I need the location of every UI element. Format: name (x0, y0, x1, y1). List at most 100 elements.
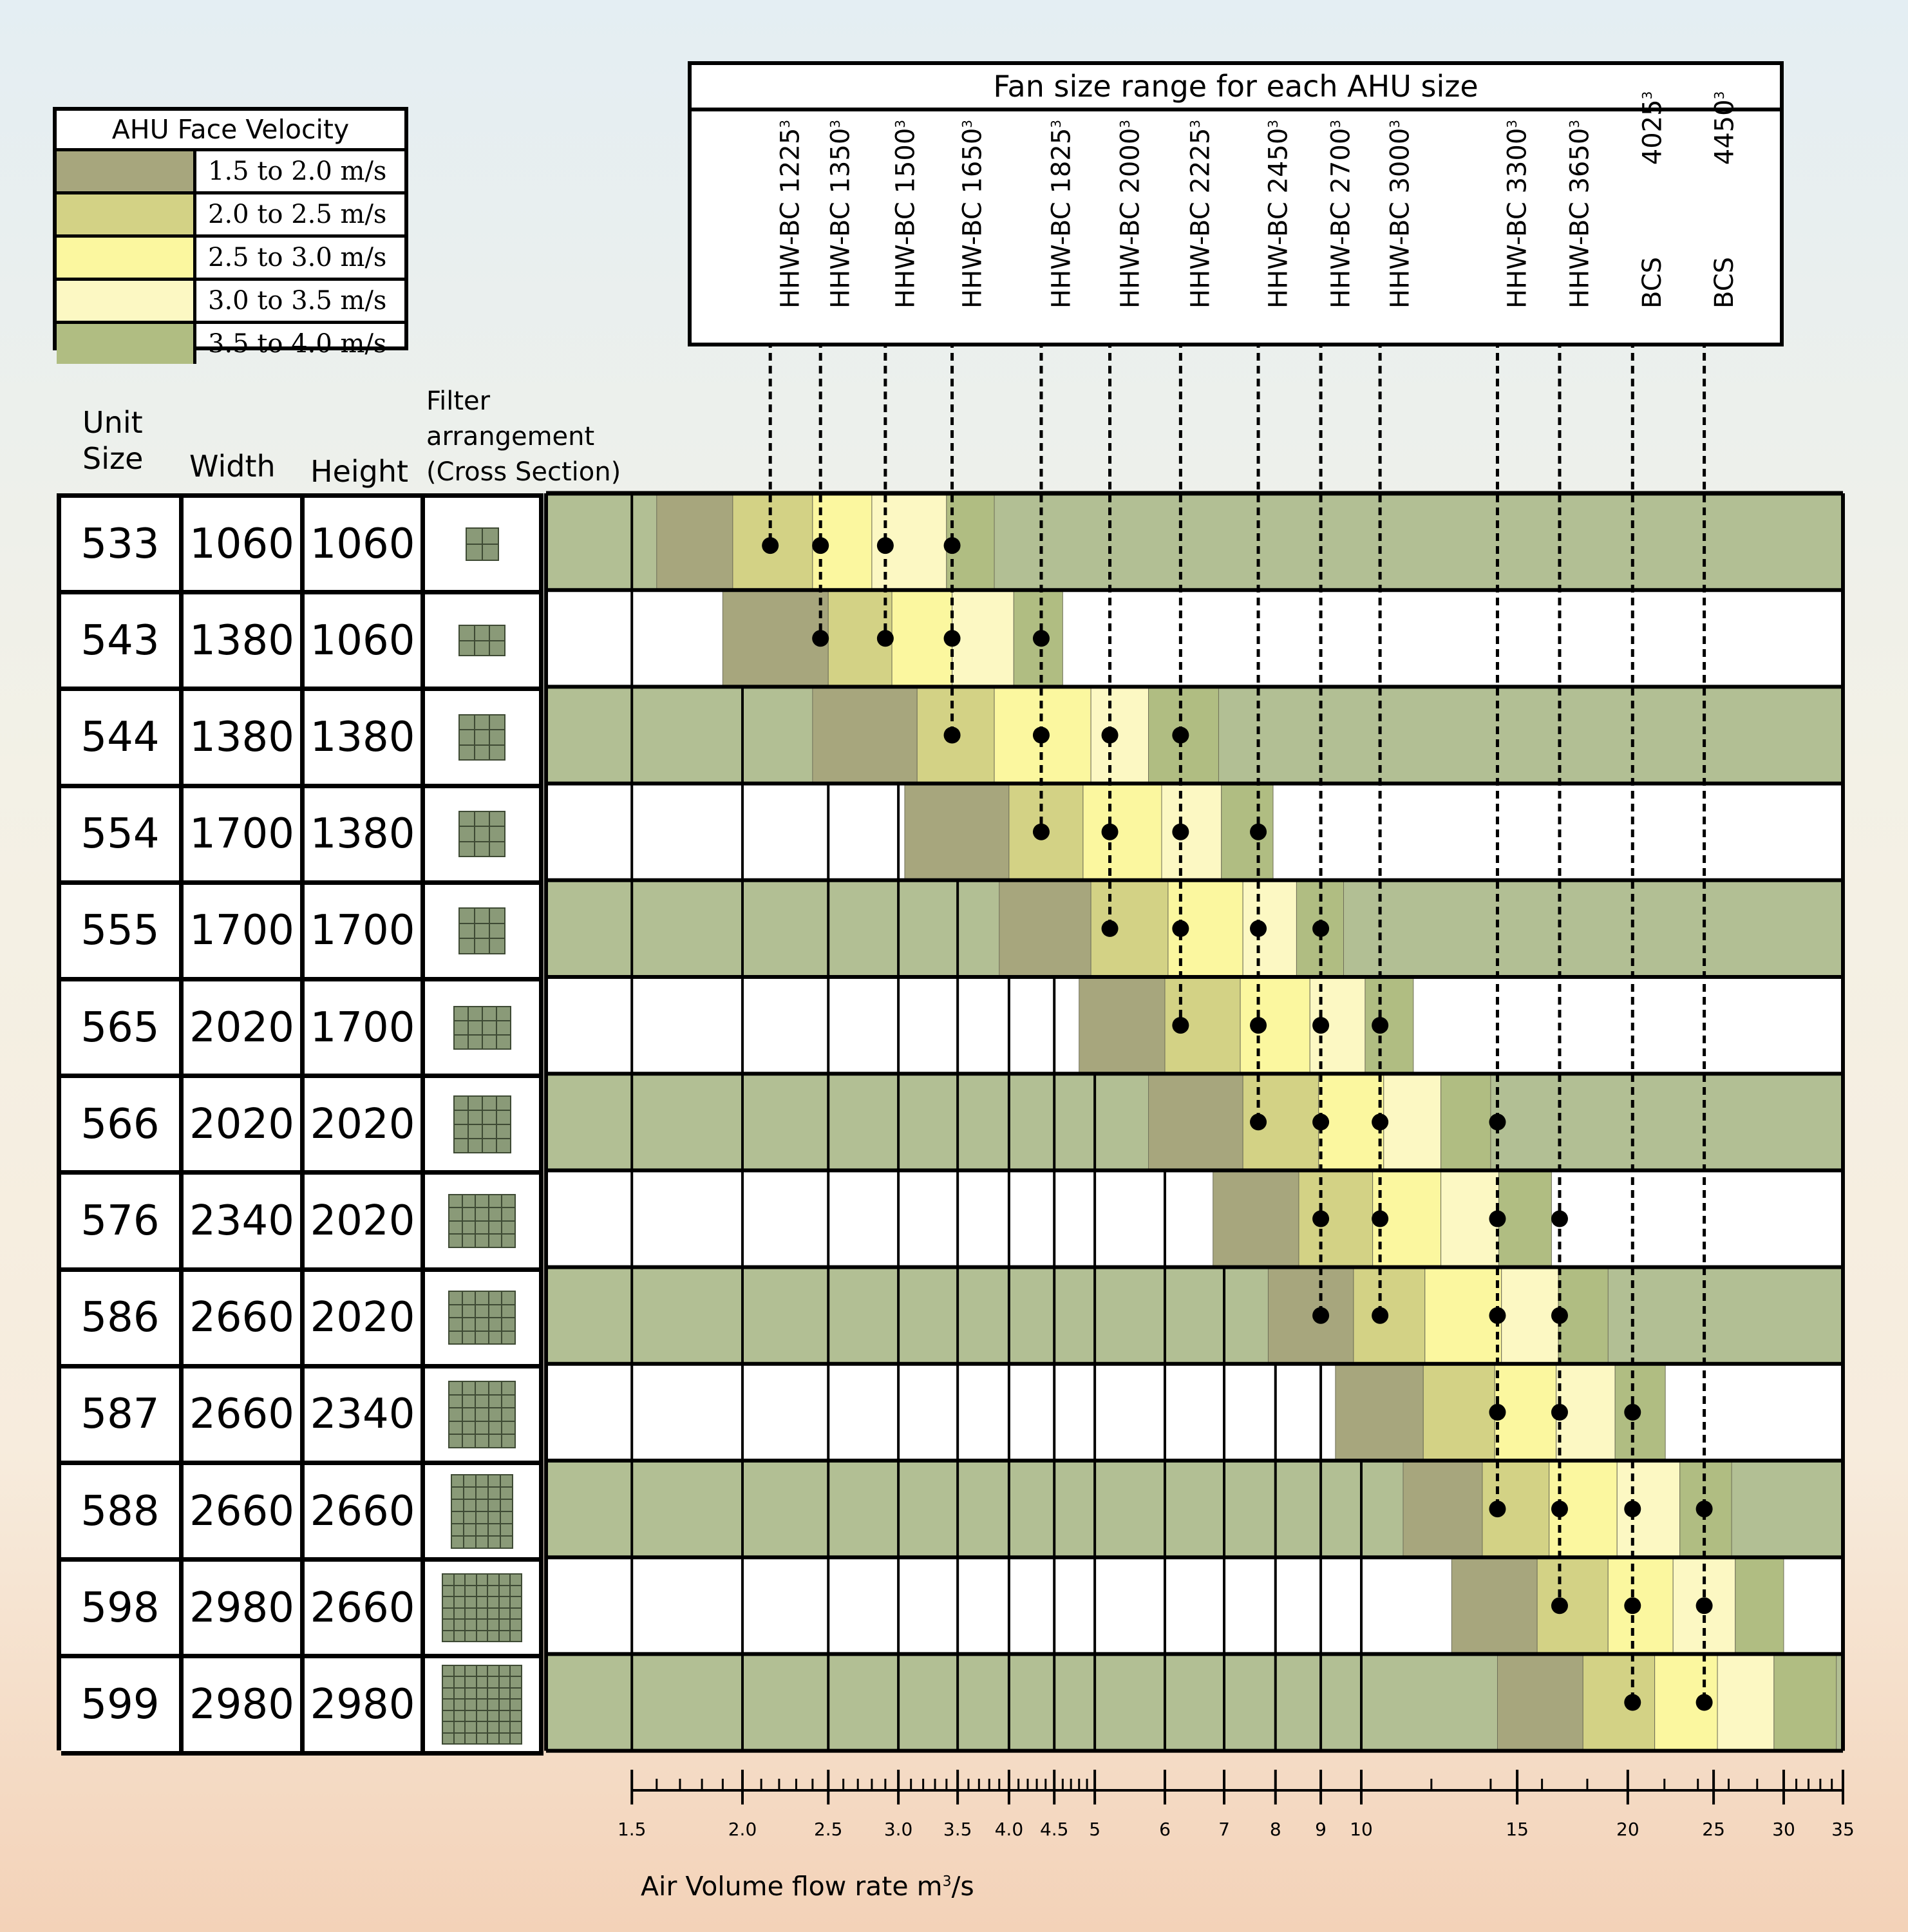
filter-panel (477, 1475, 487, 1486)
fan-marker (1695, 1597, 1713, 1615)
fan-marker (762, 537, 779, 554)
filter-panel (449, 1408, 462, 1421)
fan-size: 3300 (1502, 128, 1533, 194)
filter-panel (499, 1631, 510, 1642)
fan-marker (1101, 823, 1119, 840)
filter-panel (466, 1608, 476, 1619)
velocity-band (1501, 1268, 1559, 1363)
filter-panel (466, 1700, 476, 1710)
filter-panel (466, 1677, 476, 1687)
fan-marker (1372, 1017, 1389, 1034)
filter-panel (454, 1722, 465, 1732)
filter-panel (464, 1487, 475, 1499)
filter-panel (489, 1536, 500, 1548)
filter-panel (477, 1586, 487, 1596)
fan-marker (1372, 1113, 1389, 1131)
fan-label-text: HHW-BC 33003 (1497, 120, 1533, 308)
fan-prefix: HHW-BC (1385, 193, 1415, 308)
filter-panel (489, 1475, 500, 1486)
filter-panel (454, 1710, 465, 1721)
filter-panel (443, 1665, 453, 1676)
unit-row: 588 2660 2660 (61, 1465, 543, 1562)
filter-panel (454, 1631, 465, 1642)
velocity-band (1383, 1074, 1442, 1170)
filter-panel (449, 1221, 462, 1234)
width-cell: 2020 (184, 981, 305, 1079)
filter-panel (476, 1331, 488, 1344)
filter-panel (477, 1733, 487, 1744)
filter-panel (454, 1096, 468, 1110)
filter-panel (482, 1110, 496, 1124)
fan-label-text: HHW-BC 15003 (885, 120, 920, 308)
legend-label: 2.5 to 3.0 m/s (208, 243, 387, 272)
velocity-band (1403, 1461, 1483, 1557)
filter-panel (464, 1536, 475, 1548)
x-tick-label: 7 (1218, 1819, 1230, 1840)
filter-panel (511, 1688, 521, 1699)
fan-prefix: HHW-BC (1185, 193, 1216, 308)
header-filter-arrangement: Filter arrangement (Cross Section) (426, 386, 621, 487)
filter-panel (499, 1665, 510, 1676)
fan-label-text: HHW-BC 36503 (1560, 120, 1594, 308)
filter-panel (464, 1524, 475, 1535)
filter-panel (489, 1395, 502, 1408)
velocity-band (999, 881, 1091, 976)
width-cell: 2660 (184, 1465, 305, 1562)
filter-panel (502, 1435, 515, 1447)
fan-size-sup: 3 (1328, 119, 1344, 128)
filter-panel (496, 1035, 510, 1048)
unit-size-cell: 543 (61, 594, 184, 692)
filter-cell (425, 1271, 543, 1368)
unit-row: 587 2660 2340 (61, 1368, 543, 1465)
x-tick-label: 1.5 (618, 1819, 647, 1840)
filter-panel (511, 1700, 521, 1710)
filter-panel (462, 1292, 475, 1304)
filter-panel (511, 1586, 521, 1596)
fan-size-sup: 3 (1711, 91, 1727, 100)
filter-panel (460, 909, 474, 923)
filter-panel (490, 745, 504, 760)
filter-panel (489, 1292, 502, 1304)
filter-panel (475, 715, 489, 730)
filter-panel (482, 544, 498, 560)
x-axis-title: Air Volume flow rate m3/s (641, 1871, 974, 1902)
width-cell: 2660 (184, 1271, 305, 1368)
filter-panel (488, 1597, 498, 1607)
height-cell: 2660 (305, 1562, 425, 1659)
fan-size: 3650 (1565, 128, 1595, 194)
fan-marker (1312, 1017, 1330, 1034)
filter-panel (443, 1631, 453, 1642)
filter-panel (466, 544, 482, 560)
unit-size-cell: 598 (61, 1562, 184, 1659)
fan-marker (1250, 1017, 1267, 1034)
x-tick-label: 10 (1350, 1819, 1373, 1840)
filter-panel (477, 1710, 487, 1721)
filter-panel (449, 1382, 462, 1394)
filter-panel (452, 1487, 463, 1499)
fan-label-text: HHW-BC 18253 (1041, 120, 1076, 308)
legend-swatch (57, 238, 196, 278)
fan-size: 2700 (1326, 128, 1356, 194)
filter-panel (462, 1318, 475, 1331)
x-tick-label: 3.5 (943, 1819, 972, 1840)
filter-panel (502, 1318, 515, 1331)
filter-panel (443, 1710, 453, 1721)
filter-panel (475, 641, 489, 656)
filter-cell (425, 1078, 543, 1175)
fan-prefix: HHW-BC (1326, 193, 1356, 308)
legend-label: 3.5 to 4.0 m/s (208, 329, 387, 359)
filter-panel (511, 1710, 521, 1721)
fan-size: 3000 (1385, 128, 1415, 194)
fan-marker (1489, 1403, 1506, 1421)
legend-swatch (57, 281, 196, 321)
filter-panel (490, 730, 504, 744)
filter-panel (468, 1110, 482, 1124)
filter-panel (488, 1677, 498, 1687)
fan-marker (1250, 920, 1267, 937)
fan-marker (1551, 1597, 1568, 1615)
fan-marker (1695, 1694, 1713, 1711)
filter-panel (466, 528, 482, 544)
unit-row: 544 1380 1380 (61, 691, 543, 788)
filter-panel (466, 1733, 476, 1744)
fan-marker (1551, 1501, 1568, 1518)
